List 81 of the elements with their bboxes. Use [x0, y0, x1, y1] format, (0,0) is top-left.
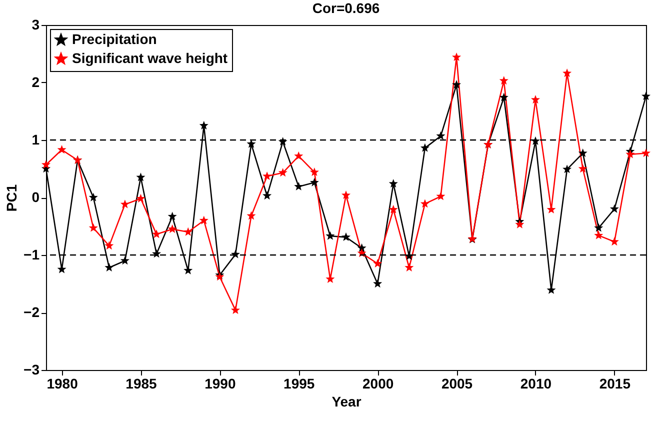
point	[420, 143, 430, 152]
point	[420, 199, 430, 208]
point	[641, 148, 651, 158]
point	[562, 164, 572, 174]
point	[88, 192, 98, 202]
x-tick-label: 1980	[46, 376, 78, 392]
point	[294, 182, 304, 190]
point	[310, 178, 319, 186]
point	[452, 52, 462, 62]
x-tick-label: 2005	[441, 376, 473, 392]
point	[294, 151, 304, 160]
point	[184, 227, 193, 236]
point	[515, 220, 524, 228]
point	[388, 204, 398, 214]
y-tick-label: −2	[24, 304, 40, 320]
point	[57, 264, 66, 274]
point	[310, 167, 319, 176]
point	[41, 160, 51, 169]
point	[136, 194, 146, 202]
x-tick-label: 1985	[126, 376, 158, 392]
point	[594, 230, 604, 240]
point	[230, 305, 240, 314]
point	[357, 243, 366, 252]
y-tick-label: 2	[32, 74, 40, 90]
point	[152, 249, 162, 258]
point	[262, 191, 272, 200]
chart-title: Cor=0.696	[312, 0, 380, 16]
x-tick-label: 2000	[362, 376, 394, 392]
y-tick-label: 0	[32, 189, 40, 205]
x-tick-label: 1990	[204, 376, 236, 392]
y-tick-label: −1	[24, 246, 40, 262]
point	[184, 266, 193, 274]
point	[578, 164, 588, 173]
point	[278, 168, 288, 177]
y-tick-label: −3	[24, 362, 40, 378]
point	[326, 231, 335, 240]
point	[326, 274, 335, 283]
point	[168, 224, 177, 233]
y-axis-title: PC1	[4, 184, 20, 212]
point	[594, 223, 604, 232]
x-tick-label: 2015	[599, 376, 631, 392]
point	[452, 80, 462, 89]
point	[641, 92, 651, 100]
point	[373, 279, 382, 288]
point	[499, 92, 508, 102]
point	[199, 216, 208, 224]
point	[246, 211, 256, 220]
point	[262, 171, 272, 180]
y-tick-label: 3	[32, 16, 40, 32]
point	[341, 232, 351, 242]
point	[562, 68, 572, 78]
point	[104, 241, 114, 250]
point	[436, 192, 446, 200]
legend-label: Significant wave height	[72, 50, 228, 66]
point	[136, 172, 146, 182]
point	[626, 150, 635, 158]
point	[88, 223, 98, 232]
point	[530, 95, 540, 104]
point	[120, 256, 130, 265]
point	[246, 139, 256, 148]
y-tick-label: 1	[32, 132, 40, 148]
point	[578, 148, 588, 158]
point	[278, 136, 288, 146]
point	[436, 131, 446, 140]
point	[120, 200, 130, 208]
point	[199, 120, 208, 130]
point	[610, 204, 619, 213]
x-tick-label: 2010	[520, 376, 552, 392]
x-axis-title: Year	[332, 394, 362, 410]
point	[499, 76, 508, 85]
point	[57, 145, 66, 154]
point	[152, 230, 162, 238]
point	[610, 237, 619, 246]
point	[404, 262, 414, 272]
point	[373, 258, 382, 268]
point	[341, 190, 351, 200]
x-tick-label: 1995	[284, 376, 315, 392]
legend-label: Precipitation	[72, 31, 157, 47]
point	[168, 212, 177, 220]
point	[104, 262, 114, 272]
point	[388, 178, 398, 188]
